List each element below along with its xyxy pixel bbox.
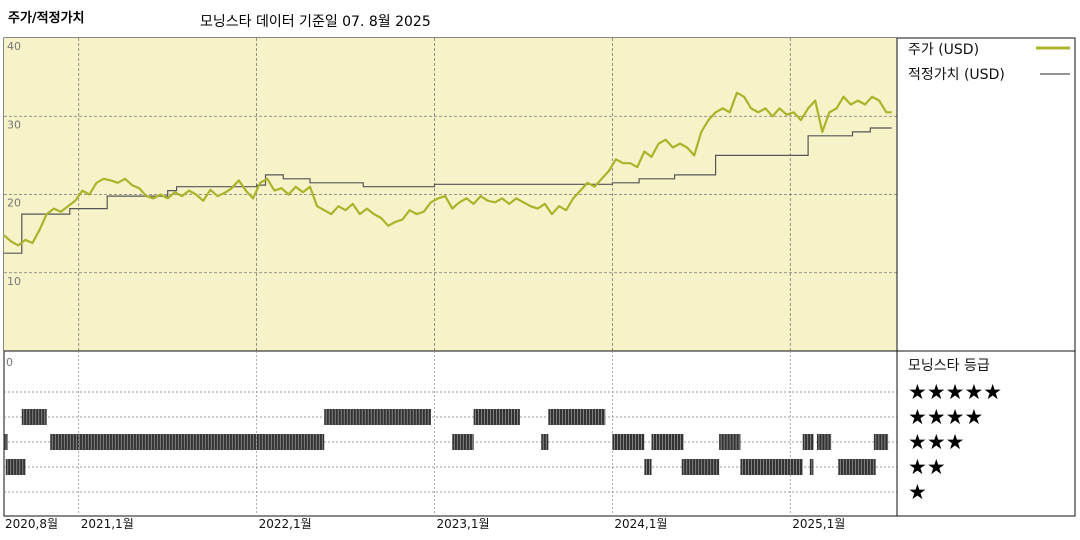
- rating-legend-1-star: ★: [908, 480, 927, 504]
- data-date-subtitle: 모닝스타 데이터 기준일 07. 8월 2025: [200, 14, 431, 30]
- rating-2-segment-1: [644, 459, 652, 475]
- rating-2-segment-5: [838, 459, 876, 475]
- y-tick-20: 20: [7, 197, 21, 210]
- price-gridlines: [4, 38, 897, 351]
- legend-price-label: 주가 (USD): [908, 42, 979, 58]
- y-tick-30: 30: [7, 118, 21, 131]
- rating-4-segment-0: [21, 409, 47, 425]
- x-tick-label-2: 2022,1월: [259, 517, 312, 531]
- x-tick-label-0: 2020,8월: [5, 517, 58, 531]
- rating-legend-3-stars: ★★★: [908, 430, 964, 454]
- x-tick-label-5: 2025,1월: [792, 517, 845, 531]
- fair-value-line: [4, 127, 892, 254]
- rating-legend-title: 모닝스타 등급: [908, 358, 990, 374]
- y-tick-40: 40: [7, 40, 21, 53]
- rating-4-segment-1: [324, 409, 431, 425]
- rating-legend-2-stars: ★★: [908, 455, 946, 479]
- rating-2-segment-0: [5, 459, 26, 475]
- chart-title: 주가/적정가치: [8, 10, 85, 26]
- rating-history-bars: [4, 409, 889, 475]
- y-tick-10: 10: [7, 275, 21, 288]
- legend-fair-label: 적정가치 (USD): [908, 67, 1005, 83]
- x-tick-label-3: 2023,1월: [436, 517, 489, 531]
- rating-2-segment-2: [681, 459, 720, 475]
- rating-4-segment-3: [548, 409, 606, 425]
- rating-legend-5-stars: ★★★★★: [908, 380, 1002, 404]
- price-axis-ticks: 40 30 20 10: [7, 40, 21, 288]
- price-line: [3, 91, 892, 247]
- rating-axis-zero: 0: [6, 356, 13, 369]
- x-tick-label-4: 2024,1월: [614, 517, 667, 531]
- x-axis: 2020,8월 2021,1월 2022,1월 2023,1월 2024,1월 2025,…: [5, 351, 845, 531]
- rating-3-segment-3: [541, 434, 549, 450]
- x-tick-label-1: 2021,1월: [81, 517, 134, 531]
- rating-legend-4-stars: ★★★★: [908, 405, 983, 429]
